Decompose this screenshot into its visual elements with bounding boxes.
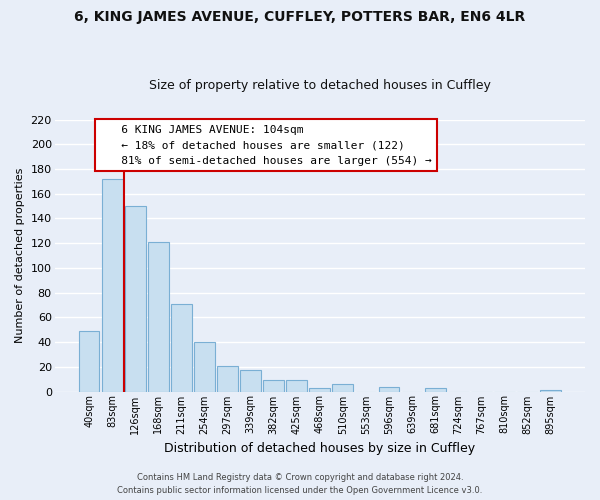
X-axis label: Distribution of detached houses by size in Cuffley: Distribution of detached houses by size … [164, 442, 475, 455]
Bar [102, 179, 122, 392]
Bar [379, 386, 400, 392]
Bar [148, 242, 169, 392]
Bar [540, 390, 561, 392]
Bar [263, 380, 284, 392]
Title: Size of property relative to detached houses in Cuffley: Size of property relative to detached ho… [149, 79, 491, 92]
Text: 6, KING JAMES AVENUE, CUFFLEY, POTTERS BAR, EN6 4LR: 6, KING JAMES AVENUE, CUFFLEY, POTTERS B… [74, 10, 526, 24]
Bar [217, 366, 238, 392]
Bar [286, 380, 307, 392]
Y-axis label: Number of detached properties: Number of detached properties [15, 168, 25, 343]
Text: Contains HM Land Registry data © Crown copyright and database right 2024.
Contai: Contains HM Land Registry data © Crown c… [118, 474, 482, 495]
Bar [79, 331, 100, 392]
Bar [240, 370, 261, 392]
Text: 6 KING JAMES AVENUE: 104sqm
   ← 18% of detached houses are smaller (122)
   81%: 6 KING JAMES AVENUE: 104sqm ← 18% of det… [101, 124, 431, 166]
Bar [310, 388, 330, 392]
Bar [425, 388, 446, 392]
Bar [332, 384, 353, 392]
Bar [194, 342, 215, 392]
Bar [125, 206, 146, 392]
Bar [171, 304, 192, 392]
